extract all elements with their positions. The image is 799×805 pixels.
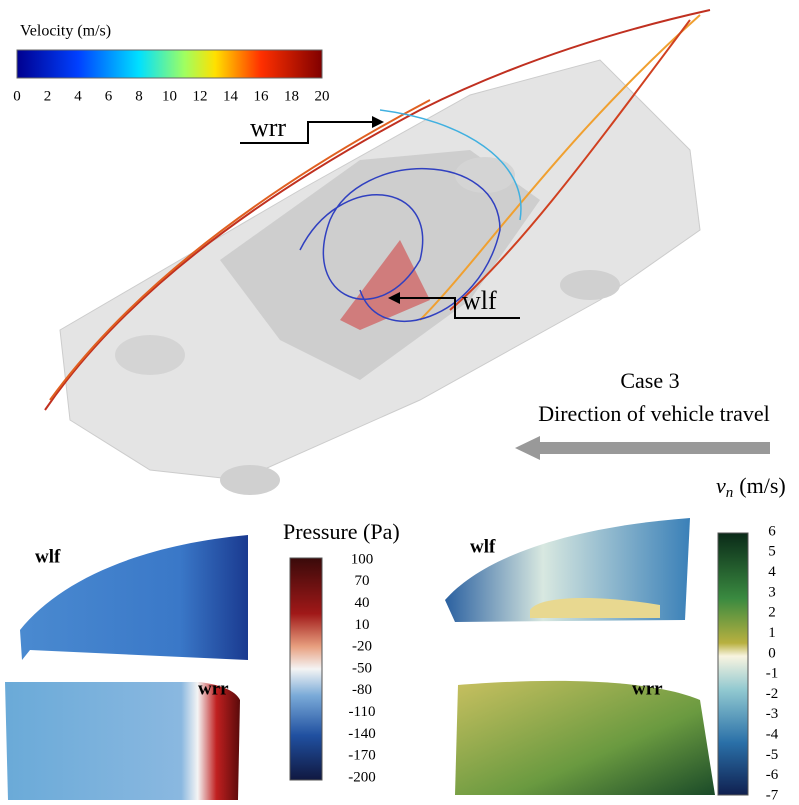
pressure-window-rear: [5, 682, 240, 800]
colorbar-tick-label: -80: [352, 682, 372, 698]
colorbar-tick-label: 6: [105, 88, 113, 104]
colorbar-tick-label: 2: [44, 88, 52, 104]
colorbar-tick-label: -110: [349, 704, 376, 720]
colorbar-tick-label: -3: [766, 706, 779, 722]
colorbar-tick-label: -50: [352, 660, 372, 676]
panel-label: wrr: [198, 678, 229, 699]
colorbar-title: vn (m/s): [716, 473, 786, 501]
colorbar-tick-label: -5: [766, 747, 779, 763]
colorbar-tick-label: -4: [766, 727, 779, 743]
colorbar-tick-label: -7: [766, 787, 779, 803]
colorbar: [17, 50, 322, 78]
colorbar-tick-label: -170: [348, 748, 376, 764]
colorbar-tick-label: 18: [284, 88, 299, 104]
colorbar-tick-label: 12: [193, 88, 208, 104]
colorbar-tick-label: 0: [13, 88, 21, 104]
case-label: Case 3: [620, 368, 679, 393]
colorbar: [290, 558, 322, 780]
colorbar-tick-label: 20: [315, 88, 330, 104]
direction-label: Direction of vehicle travel: [538, 401, 770, 426]
colorbar-tick-label: -2: [766, 686, 779, 702]
panel-label: wrr: [632, 678, 663, 699]
colorbar-tick-label: 40: [355, 595, 370, 611]
colorbar: [718, 533, 748, 795]
colorbar-tick-label: 4: [74, 88, 82, 104]
unit: (m/s): [739, 473, 785, 498]
callout-label: wrr: [250, 113, 286, 142]
colorbar-tick-label: 5: [768, 544, 776, 560]
page: {"velocity_colorbar": {"title": "Velocit…: [0, 0, 799, 805]
direction-arrowhead: [515, 436, 540, 460]
colorbar-title: Pressure (Pa): [283, 519, 400, 544]
colorbar-tick-label: -20: [352, 639, 372, 655]
colorbar-tick-label: 10: [355, 617, 370, 633]
colorbar-tick-label: 1: [768, 625, 776, 641]
colorbar-tick-label: -140: [348, 726, 376, 742]
colorbar-tick-label: 70: [355, 573, 370, 589]
colorbar-tick-label: -200: [348, 769, 376, 785]
colorbar-tick-label: 2: [768, 605, 776, 621]
panel-label: wlf: [35, 546, 61, 567]
symbol: v: [716, 473, 726, 498]
colorbar-tick-label: 4: [768, 564, 776, 580]
colorbar-tick-label: 100: [351, 551, 374, 567]
colorbar-tick-label: 10: [162, 88, 177, 104]
colorbar-tick-label: -6: [766, 767, 779, 783]
colorbar-tick-label: 14: [223, 88, 239, 104]
figure: Velocity (m/s) 02468101214161820 wrr wlf…: [0, 0, 799, 805]
subscript: n: [726, 485, 734, 501]
colorbar-tick-label: 8: [135, 88, 143, 104]
panel-label: wlf: [470, 536, 496, 557]
colorbar-tick-label: 0: [768, 645, 776, 661]
colorbar-tick-label: 16: [254, 88, 270, 104]
colorbar-title: Velocity (m/s): [20, 23, 111, 40]
colorbar-tick-label: 6: [768, 523, 776, 539]
colorbar-tick-label: -1: [766, 666, 779, 682]
vn-window-rear: [455, 681, 715, 795]
callout-label: wlf: [462, 286, 497, 315]
direction-arrow: [540, 442, 770, 454]
colorbar-tick-label: 3: [768, 584, 776, 600]
